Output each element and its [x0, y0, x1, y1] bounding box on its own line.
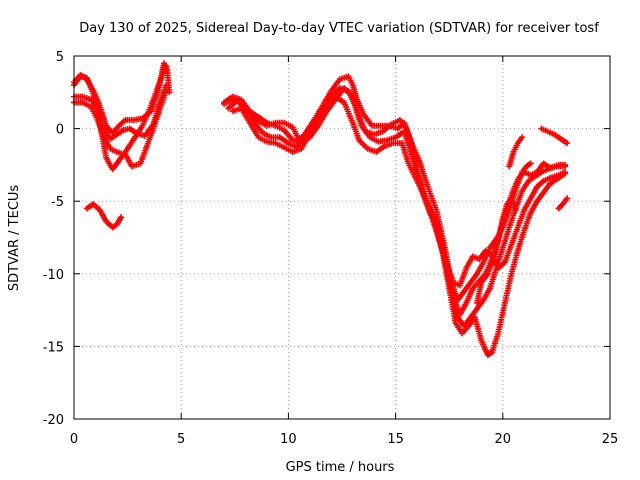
y-tick-label: 5: [56, 50, 64, 65]
sdtvar-chart: Day 130 of 2025, Sidereal Day-to-day VTE…: [0, 0, 640, 480]
y-tick-label: 0: [56, 123, 64, 138]
series-track-n: [556, 195, 571, 211]
series-track-e: [84, 201, 124, 230]
y-tick-label: -20: [43, 413, 64, 428]
x-tick-label: 15: [387, 432, 404, 447]
x-tick-label: 0: [70, 432, 78, 447]
x-tick-label: 25: [602, 432, 619, 447]
x-tick-label: 10: [280, 432, 297, 447]
y-tick-label: -5: [51, 195, 64, 210]
series-track-l: [506, 134, 525, 169]
x-tick-label: 5: [177, 432, 185, 447]
data-series: [71, 60, 570, 358]
y-tick-label: -10: [43, 268, 64, 283]
x-axis-label: GPS time / hours: [286, 460, 395, 475]
x-tick-label: 20: [495, 432, 512, 447]
y-tick-label: -15: [43, 340, 64, 355]
y-axis-label: SDTVAR / TECUs: [7, 185, 22, 292]
chart-title: Day 130 of 2025, Sidereal Day-to-day VTE…: [79, 21, 599, 36]
series-track-f: [221, 73, 568, 317]
series-track-k: [474, 195, 519, 306]
